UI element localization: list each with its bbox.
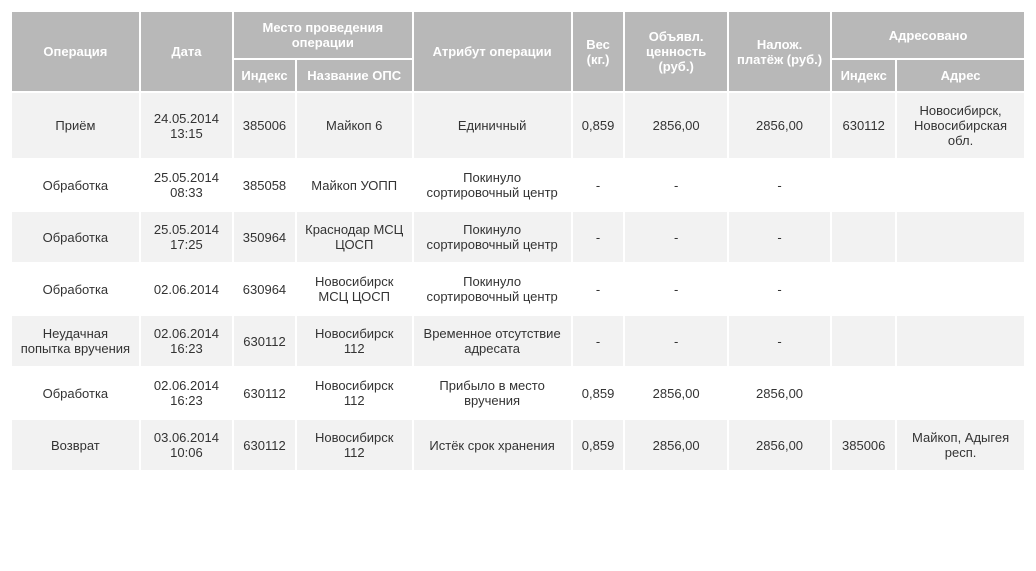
cell-index: 630112 (234, 420, 295, 470)
cell-declared_value: 2856,00 (625, 93, 726, 158)
col-addressed-group: Адресовано (832, 12, 1024, 58)
cell-cod: - (729, 212, 830, 262)
cell-cod: - (729, 160, 830, 210)
cell-declared_value: 2856,00 (625, 420, 726, 470)
cell-operation: Приём (12, 93, 139, 158)
cell-attribute: Прибыло в место вручения (414, 368, 571, 418)
col-weight: Вес (кг.) (573, 12, 624, 91)
cell-addr (897, 264, 1024, 314)
cell-date: 25.05.2014 17:25 (141, 212, 232, 262)
col-index: Индекс (234, 60, 295, 91)
table-header: Операция Дата Место проведения операции … (12, 12, 1024, 91)
cell-declared_value: - (625, 316, 726, 366)
cell-cod: - (729, 316, 830, 366)
cell-index: 630112 (234, 316, 295, 366)
cell-attribute: Покинуло сортировочный центр (414, 160, 571, 210)
cell-attribute: Единичный (414, 93, 571, 158)
cell-declared_value: 2856,00 (625, 368, 726, 418)
col-date: Дата (141, 12, 232, 91)
cell-declared_value: - (625, 264, 726, 314)
col-operation: Операция (12, 12, 139, 91)
cell-addr_index (832, 212, 895, 262)
cell-attribute: Покинуло сортировочный центр (414, 264, 571, 314)
cell-attribute: Покинуло сортировочный центр (414, 212, 571, 262)
cell-addr (897, 160, 1024, 210)
cell-addr (897, 212, 1024, 262)
cell-ops_name: Новосибирск 112 (297, 316, 412, 366)
cell-cod: 2856,00 (729, 368, 830, 418)
cell-weight: - (573, 264, 624, 314)
cell-operation: Неудачная попытка вручения (12, 316, 139, 366)
cell-index: 630964 (234, 264, 295, 314)
col-ops-name: Название ОПС (297, 60, 412, 91)
cell-operation: Возврат (12, 420, 139, 470)
cell-index: 385006 (234, 93, 295, 158)
cell-date: 02.06.2014 16:23 (141, 316, 232, 366)
cell-declared_value: - (625, 212, 726, 262)
cell-operation: Обработка (12, 264, 139, 314)
cell-operation: Обработка (12, 160, 139, 210)
cell-ops_name: Новосибирск 112 (297, 420, 412, 470)
cell-cod: 2856,00 (729, 420, 830, 470)
cell-ops_name: Краснодар МСЦ ЦОСП (297, 212, 412, 262)
cell-weight: - (573, 160, 624, 210)
cell-date: 02.06.2014 16:23 (141, 368, 232, 418)
col-addr-index: Индекс (832, 60, 895, 91)
table-row: Приём24.05.2014 13:15385006Майкоп 6Едини… (12, 93, 1024, 158)
table-row: Обработка25.05.2014 17:25350964Краснодар… (12, 212, 1024, 262)
cell-cod: 2856,00 (729, 93, 830, 158)
cell-weight: - (573, 212, 624, 262)
cell-date: 02.06.2014 (141, 264, 232, 314)
col-addr: Адрес (897, 60, 1024, 91)
cell-date: 03.06.2014 10:06 (141, 420, 232, 470)
table-body: Приём24.05.2014 13:15385006Майкоп 6Едини… (12, 93, 1024, 470)
cell-addr_index: 385006 (832, 420, 895, 470)
col-location-group: Место проведения операции (234, 12, 411, 58)
table-row: Возврат03.06.2014 10:06630112Новосибирск… (12, 420, 1024, 470)
cell-ops_name: Майкоп 6 (297, 93, 412, 158)
col-declared-value: Объявл. ценность (руб.) (625, 12, 726, 91)
table-row: Обработка02.06.2014630964Новосибирск МСЦ… (12, 264, 1024, 314)
cell-date: 25.05.2014 08:33 (141, 160, 232, 210)
cell-addr: Майкоп, Адыгея респ. (897, 420, 1024, 470)
tracking-table: Операция Дата Место проведения операции … (10, 10, 1026, 472)
cell-date: 24.05.2014 13:15 (141, 93, 232, 158)
cell-addr_index (832, 264, 895, 314)
cell-operation: Обработка (12, 368, 139, 418)
table-row: Обработка02.06.2014 16:23630112Новосибир… (12, 368, 1024, 418)
cell-attribute: Временное отсутствие адресата (414, 316, 571, 366)
cell-addr: Новосибирск, Новосибирская обл. (897, 93, 1024, 158)
cell-addr_index (832, 316, 895, 366)
cell-addr (897, 316, 1024, 366)
table-row: Неудачная попытка вручения02.06.2014 16:… (12, 316, 1024, 366)
cell-weight: 0,859 (573, 368, 624, 418)
cell-index: 350964 (234, 212, 295, 262)
cell-addr_index: 630112 (832, 93, 895, 158)
cell-ops_name: Новосибирск МСЦ ЦОСП (297, 264, 412, 314)
cell-attribute: Истёк срок хранения (414, 420, 571, 470)
cell-ops_name: Майкоп УОПП (297, 160, 412, 210)
col-cod: Налож. платёж (руб.) (729, 12, 830, 91)
cell-ops_name: Новосибирск 112 (297, 368, 412, 418)
cell-operation: Обработка (12, 212, 139, 262)
cell-index: 385058 (234, 160, 295, 210)
cell-addr_index (832, 160, 895, 210)
cell-cod: - (729, 264, 830, 314)
cell-weight: 0,859 (573, 420, 624, 470)
cell-weight: 0,859 (573, 93, 624, 158)
cell-addr_index (832, 368, 895, 418)
col-attribute: Атрибут операции (414, 12, 571, 91)
cell-weight: - (573, 316, 624, 366)
cell-index: 630112 (234, 368, 295, 418)
cell-addr (897, 368, 1024, 418)
table-row: Обработка25.05.2014 08:33385058Майкоп УО… (12, 160, 1024, 210)
cell-declared_value: - (625, 160, 726, 210)
